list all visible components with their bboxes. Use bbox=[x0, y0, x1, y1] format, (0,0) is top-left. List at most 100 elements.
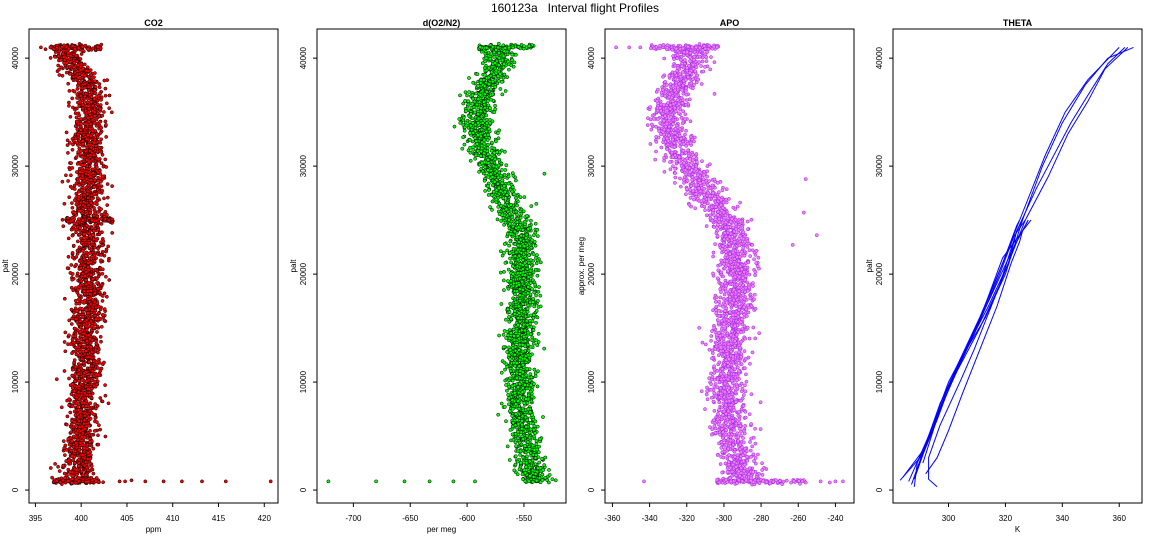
data-point bbox=[474, 91, 478, 96]
data-point bbox=[529, 218, 533, 223]
data-point bbox=[59, 405, 64, 410]
data-point bbox=[68, 184, 73, 189]
data-point bbox=[78, 208, 83, 213]
data-point bbox=[479, 146, 484, 151]
data-point bbox=[91, 128, 95, 133]
data-point bbox=[86, 183, 91, 188]
data-point bbox=[513, 462, 518, 467]
data-point bbox=[56, 464, 60, 469]
data-point bbox=[95, 214, 100, 219]
data-point bbox=[502, 242, 507, 246]
data-point bbox=[88, 174, 93, 179]
data-point bbox=[61, 463, 66, 468]
data-point bbox=[76, 100, 80, 105]
data-point bbox=[525, 454, 529, 459]
data-point bbox=[82, 463, 87, 468]
data-point bbox=[91, 446, 96, 451]
data-point bbox=[99, 222, 104, 226]
x-axis-label: ppm bbox=[146, 525, 162, 534]
data-point bbox=[76, 372, 81, 376]
data-point bbox=[67, 89, 72, 93]
data-point bbox=[63, 330, 68, 335]
data-point bbox=[67, 100, 71, 105]
data-point bbox=[499, 173, 503, 178]
data-point bbox=[93, 91, 98, 96]
data-point bbox=[461, 101, 466, 106]
data-point bbox=[515, 220, 520, 224]
data-point bbox=[81, 138, 85, 143]
data-point bbox=[76, 150, 81, 154]
data-point bbox=[67, 72, 72, 76]
data-point bbox=[527, 378, 532, 383]
x-tick-label: 405 bbox=[120, 514, 134, 523]
data-point bbox=[91, 233, 95, 237]
data-point bbox=[96, 433, 100, 438]
data-point bbox=[479, 127, 484, 132]
data-point bbox=[83, 204, 87, 209]
data-point bbox=[75, 309, 79, 313]
x-tick-label: 415 bbox=[212, 514, 226, 523]
data-point bbox=[490, 207, 494, 212]
data-point bbox=[525, 367, 530, 371]
data-point bbox=[98, 266, 103, 271]
data-point bbox=[94, 117, 99, 122]
data-point bbox=[70, 251, 75, 255]
data-point bbox=[84, 379, 89, 384]
data-point bbox=[81, 373, 86, 378]
data-point bbox=[71, 139, 76, 143]
data-point bbox=[508, 305, 513, 310]
data-point bbox=[74, 352, 79, 357]
data-point bbox=[77, 349, 82, 354]
data-point bbox=[68, 167, 72, 172]
data-point bbox=[89, 464, 94, 468]
data-point bbox=[75, 170, 79, 174]
data-point bbox=[82, 257, 87, 262]
data-point bbox=[98, 140, 103, 145]
data-point bbox=[96, 227, 101, 232]
data-point bbox=[82, 418, 87, 422]
page-title: 160123a Interval flight Profiles bbox=[490, 1, 660, 15]
data-point bbox=[71, 105, 75, 110]
data-point bbox=[521, 477, 525, 482]
data-point bbox=[79, 121, 83, 126]
data-point bbox=[66, 236, 71, 241]
data-point bbox=[105, 213, 109, 217]
data-point bbox=[90, 157, 95, 162]
data-point bbox=[72, 60, 77, 65]
data-point bbox=[95, 202, 99, 207]
data-point bbox=[97, 311, 101, 316]
data-point bbox=[74, 53, 79, 58]
data-point bbox=[88, 408, 92, 413]
data-point bbox=[510, 432, 515, 437]
data-point bbox=[76, 293, 81, 298]
data-point bbox=[73, 345, 78, 350]
data-point bbox=[93, 313, 98, 318]
data-point bbox=[85, 223, 89, 228]
data-point bbox=[73, 449, 78, 454]
data-point bbox=[85, 65, 90, 70]
data-point bbox=[70, 337, 75, 342]
data-point bbox=[61, 439, 66, 443]
data-point bbox=[71, 425, 76, 430]
data-point bbox=[100, 188, 105, 193]
data-point bbox=[81, 361, 86, 365]
data-point bbox=[89, 267, 94, 272]
data-point bbox=[86, 451, 90, 455]
data-point bbox=[69, 161, 73, 165]
panel-title: d(O2/N2) bbox=[423, 18, 461, 28]
data-point bbox=[100, 312, 105, 317]
data-point bbox=[78, 306, 83, 311]
data-point bbox=[73, 136, 78, 141]
data-point bbox=[95, 149, 100, 154]
data-point bbox=[83, 43, 88, 48]
data-point bbox=[83, 473, 88, 478]
data-point bbox=[69, 322, 74, 326]
data-point bbox=[523, 444, 527, 448]
data-point bbox=[81, 106, 85, 111]
data-point bbox=[84, 68, 89, 73]
data-point bbox=[97, 357, 101, 362]
plot-area bbox=[326, 41, 558, 485]
data-point bbox=[504, 163, 509, 168]
data-point bbox=[102, 291, 107, 296]
